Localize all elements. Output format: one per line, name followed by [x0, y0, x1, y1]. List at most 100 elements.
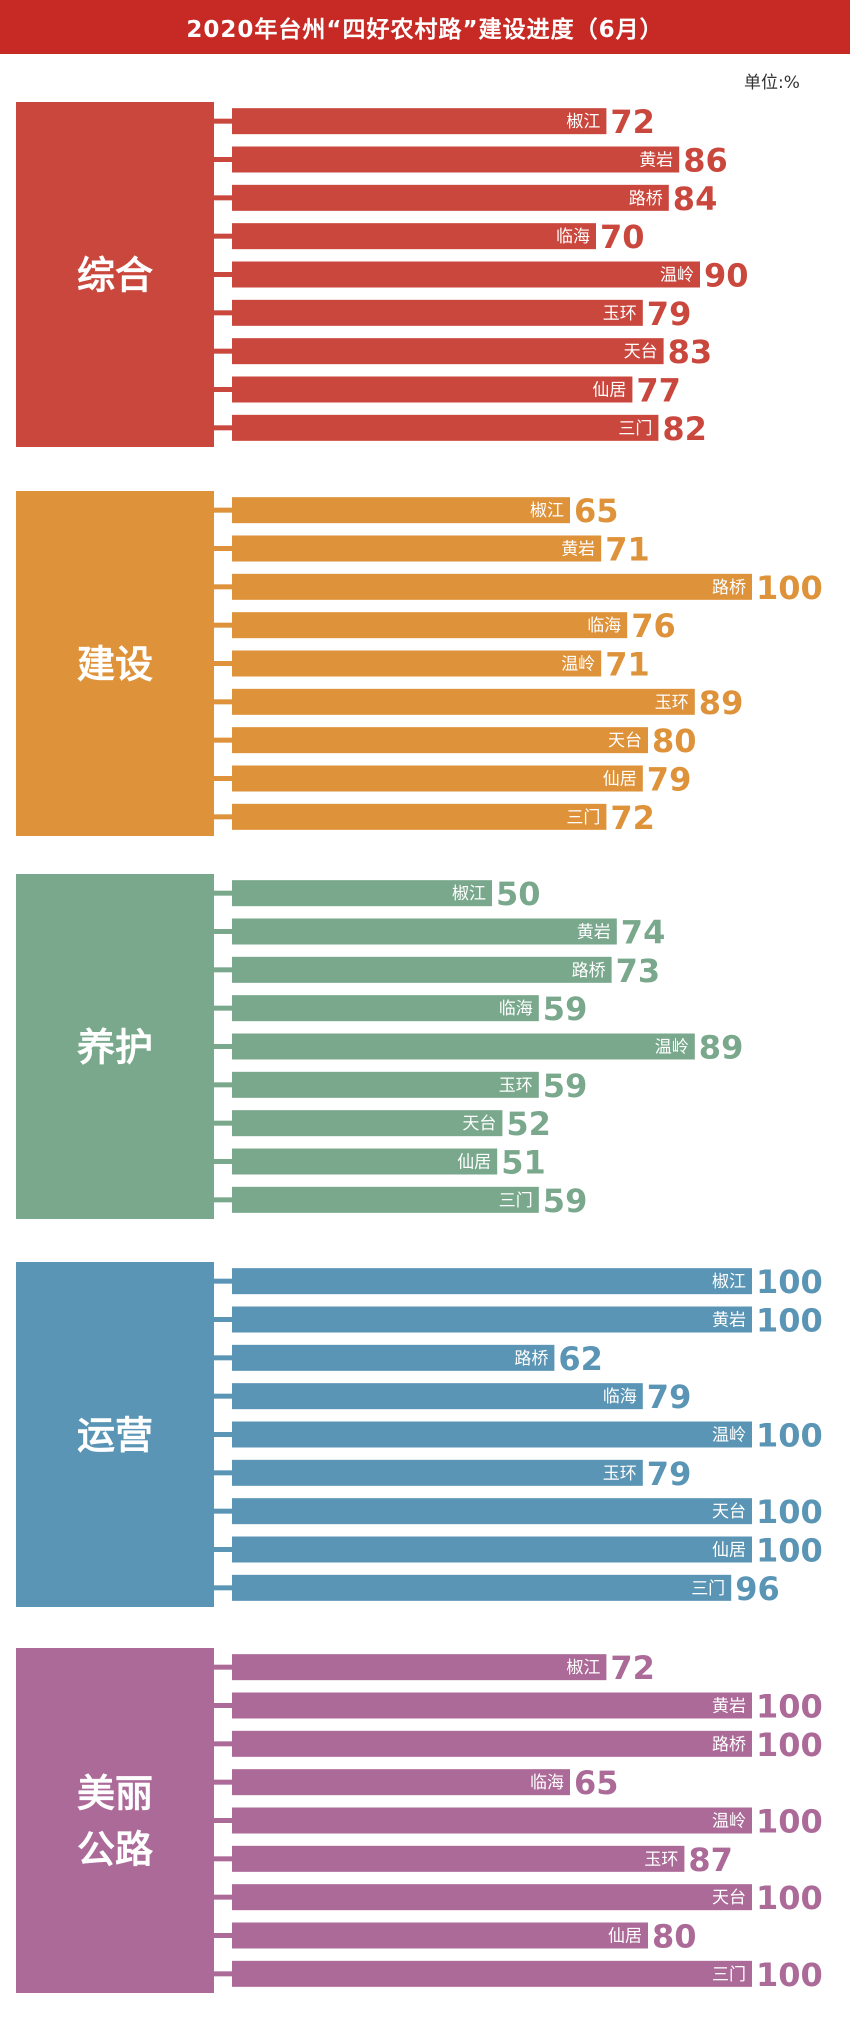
- value-label: 80: [652, 1918, 697, 1956]
- connector-tick: [214, 195, 232, 201]
- bar: [232, 995, 539, 1022]
- bar: [232, 918, 617, 945]
- bar: [232, 497, 570, 524]
- connector-tick: [214, 776, 232, 781]
- connector-tick: [214, 890, 232, 896]
- bar: [232, 1730, 752, 1757]
- value-label: 100: [756, 1417, 823, 1455]
- bar-label: 临海: [499, 999, 533, 1019]
- bar-label: 路桥: [712, 578, 746, 598]
- bar-label: 玉环: [499, 1076, 533, 1096]
- value-label: 59: [543, 1067, 588, 1105]
- bar: [232, 1536, 752, 1563]
- connector-tick: [214, 1197, 232, 1203]
- bar: [232, 765, 643, 792]
- value-label: 51: [501, 1144, 546, 1182]
- value-label: 83: [668, 333, 713, 371]
- value-label: 100: [756, 1879, 823, 1917]
- connector-tick: [214, 233, 232, 239]
- bar-label: 黄岩: [561, 540, 595, 560]
- bar-label: 温岭: [561, 655, 595, 675]
- value-label: 100: [756, 1726, 823, 1764]
- bar-label: 临海: [530, 1773, 564, 1793]
- bar-label: 天台: [462, 1114, 496, 1134]
- bar: [232, 1148, 498, 1175]
- value-label: 65: [574, 1764, 619, 1802]
- category-title: 建设: [77, 643, 153, 687]
- bar: [232, 1033, 695, 1060]
- connector-tick: [214, 310, 232, 316]
- value-label: 79: [647, 761, 692, 799]
- category-block: [16, 1648, 214, 1993]
- bar: [232, 1459, 643, 1486]
- bar: [232, 414, 659, 441]
- connector-tick: [214, 1703, 232, 1708]
- value-label: 79: [647, 295, 692, 333]
- connector-tick: [214, 1971, 232, 1977]
- bar: [232, 1498, 752, 1525]
- category-block: [16, 102, 214, 447]
- bar-label: 临海: [587, 616, 621, 636]
- connector-tick: [214, 348, 232, 354]
- value-label: 71: [605, 531, 650, 569]
- bar: [232, 880, 492, 907]
- bar-label: 三门: [712, 1965, 746, 1985]
- connector-tick: [214, 622, 232, 628]
- bar-label: 黄岩: [712, 1311, 746, 1331]
- bar: [232, 1574, 732, 1601]
- bar-label: 天台: [712, 1502, 746, 1522]
- bar: [232, 108, 607, 135]
- connector-tick: [214, 118, 232, 124]
- connector-tick: [214, 1278, 232, 1284]
- chart-section-3: 养护 椒江 50 黄岩 74 路桥 73 临海 59 温岭 89 玉环 59 天台 52 仙居 51 三门 59: [16, 874, 744, 1220]
- bar-label: 黄岩: [712, 1697, 746, 1717]
- value-label: 100: [756, 1493, 823, 1531]
- connector-tick: [214, 814, 232, 820]
- bar-label: 仙居: [457, 1153, 491, 1173]
- bar-label: 天台: [624, 342, 658, 362]
- chart-section-1: 综合 椒江 72 黄岩 86 路桥 84 临海 70 温岭 90 玉环 79 天台 83 仙居 77 三门 82: [16, 102, 749, 448]
- connector-tick: [214, 1159, 232, 1164]
- value-label: 50: [496, 875, 541, 913]
- bar-label: 玉环: [603, 304, 637, 324]
- category-block: [16, 874, 214, 1219]
- bar-label: 温岭: [655, 1038, 689, 1058]
- bar-label: 椒江: [566, 112, 600, 132]
- bar: [232, 1071, 539, 1098]
- bar-label: 三门: [566, 808, 600, 828]
- bar: [232, 146, 680, 173]
- bar: [232, 1807, 752, 1834]
- category-block: [16, 1262, 214, 1607]
- connector-tick: [214, 1005, 232, 1011]
- connector-tick: [214, 1664, 232, 1670]
- value-label: 100: [756, 569, 823, 607]
- bar-label: 椒江: [566, 1658, 600, 1678]
- bar-label: 椒江: [452, 884, 486, 904]
- bar: [232, 650, 602, 677]
- connector-tick: [214, 1741, 232, 1747]
- value-label: 84: [673, 180, 718, 218]
- bar: [232, 612, 628, 639]
- connector-tick: [214, 1082, 232, 1088]
- bar-label: 仙居: [592, 381, 626, 401]
- category-title: 运营: [77, 1414, 153, 1458]
- bar-label: 温岭: [660, 266, 694, 286]
- connector-tick: [214, 737, 232, 743]
- bar-label: 路桥: [712, 1735, 746, 1755]
- category-title: 养护: [77, 1026, 153, 1070]
- bar-label: 路桥: [514, 1349, 548, 1369]
- value-label: 90: [704, 257, 749, 295]
- bar: [232, 223, 596, 250]
- bar-label: 黄岩: [577, 923, 611, 943]
- connector-tick: [214, 1317, 232, 1322]
- value-label: 96: [735, 1570, 780, 1608]
- value-label: 89: [699, 1029, 744, 1067]
- bar: [232, 338, 664, 365]
- value-label: 86: [683, 142, 728, 180]
- bar-label: 路桥: [572, 961, 606, 981]
- connector-tick: [214, 1585, 232, 1591]
- bar: [232, 573, 752, 600]
- category-title: 美丽: [77, 1772, 153, 1816]
